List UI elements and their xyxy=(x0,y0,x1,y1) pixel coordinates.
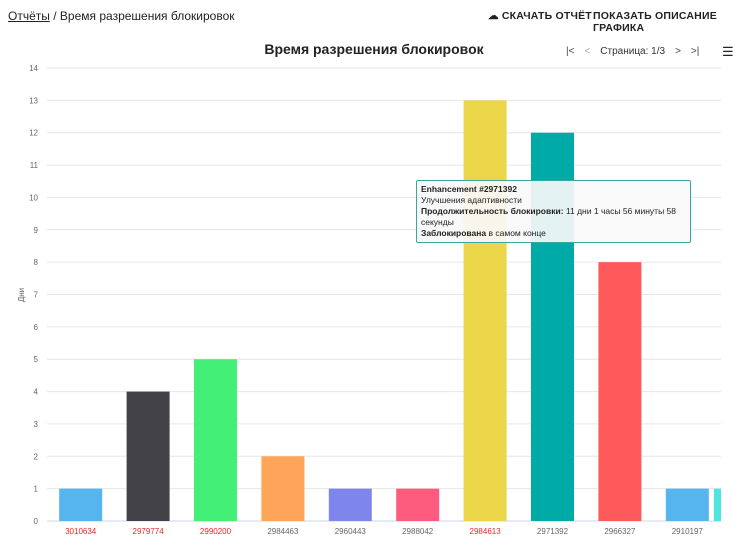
y-tick-label: 1 xyxy=(34,485,39,494)
tooltip-duration-label: Продолжительность блокировки: xyxy=(421,206,564,216)
tooltip-subtitle: Улучшения адаптивности xyxy=(421,195,522,205)
y-tick-label: 8 xyxy=(34,258,39,267)
x-tick-label: 2990200 xyxy=(200,527,232,536)
bar xyxy=(598,262,642,521)
x-tick-label: 2984613 xyxy=(470,527,502,536)
bar xyxy=(194,359,237,521)
tooltip-title: Enhancement #2971392 xyxy=(421,184,517,194)
pager: |< < Страница: 1/3 > >| xyxy=(566,46,699,57)
bar xyxy=(59,488,103,521)
x-tick-label: 2979774 xyxy=(133,527,165,536)
y-axis-label: Дни xyxy=(17,288,26,302)
next-page-icon[interactable]: > xyxy=(675,46,681,57)
y-tick-label: 11 xyxy=(30,161,39,170)
tooltip-blocked-label: Заблокирована xyxy=(421,228,487,238)
y-tick-label: 4 xyxy=(34,388,39,397)
x-tick-label: 2971392 xyxy=(537,527,569,536)
bar xyxy=(328,488,372,521)
y-tick-label: 10 xyxy=(29,193,38,202)
breadcrumb-separator: / xyxy=(53,9,57,23)
x-tick-label: 2988042 xyxy=(402,527,434,536)
y-tick-label: 13 xyxy=(29,96,38,105)
x-tick-label: 2960443 xyxy=(335,527,367,536)
x-tick-label: 2910197 xyxy=(672,527,704,536)
breadcrumb: Отчёты / Время разрешения блокировок xyxy=(8,9,235,23)
download-report-button[interactable]: ☁ СКАЧАТЬ ОТЧЁТ xyxy=(488,10,592,22)
tooltip-duration-value: 11 дни 1 часы 56 минуты 58 секунды xyxy=(421,206,676,227)
bar xyxy=(463,100,507,521)
y-tick-label: 5 xyxy=(34,355,39,364)
bar xyxy=(396,488,440,521)
show-description-button[interactable]: ПОКАЗАТЬ ОПИСАНИЕ ГРАФИКА xyxy=(593,10,717,34)
x-tick-label: 2966327 xyxy=(604,527,636,536)
first-page-icon[interactable]: |< xyxy=(566,46,575,57)
last-page-icon[interactable]: >| xyxy=(690,46,700,57)
hamburger-menu-icon[interactable]: ☰ xyxy=(722,44,734,59)
bar xyxy=(261,456,305,521)
breadcrumb-current: Время разрешения блокировок xyxy=(59,9,235,23)
x-tick-label: 2984463 xyxy=(267,527,299,536)
y-tick-label: 9 xyxy=(34,226,39,235)
y-tick-label: 6 xyxy=(34,323,39,332)
tooltip: Enhancement #2971392 Улучшения адаптивно… xyxy=(416,180,691,243)
prev-page-icon[interactable]: < xyxy=(584,46,591,57)
tooltip-blocked-value: в самом конце xyxy=(486,228,546,238)
breadcrumb-reports-link[interactable]: Отчёты xyxy=(8,9,50,23)
download-label: СКАЧАТЬ ОТЧЁТ xyxy=(501,10,592,22)
bar xyxy=(126,391,170,521)
page-label: Страница: 1/3 xyxy=(600,46,666,57)
y-tick-label: 7 xyxy=(34,291,39,300)
y-tick-label: 14 xyxy=(29,64,38,73)
cloud-download-icon: ☁ xyxy=(488,10,499,22)
x-tick-label: 3010634 xyxy=(65,527,97,536)
chart-title: Время разрешения блокировок xyxy=(264,41,484,57)
y-tick-label: 3 xyxy=(34,420,39,429)
y-tick-label: 0 xyxy=(34,517,39,526)
bar-partial xyxy=(714,488,721,521)
y-tick-label: 2 xyxy=(34,452,39,461)
bar xyxy=(665,488,709,521)
y-tick-label: 12 xyxy=(29,129,38,138)
